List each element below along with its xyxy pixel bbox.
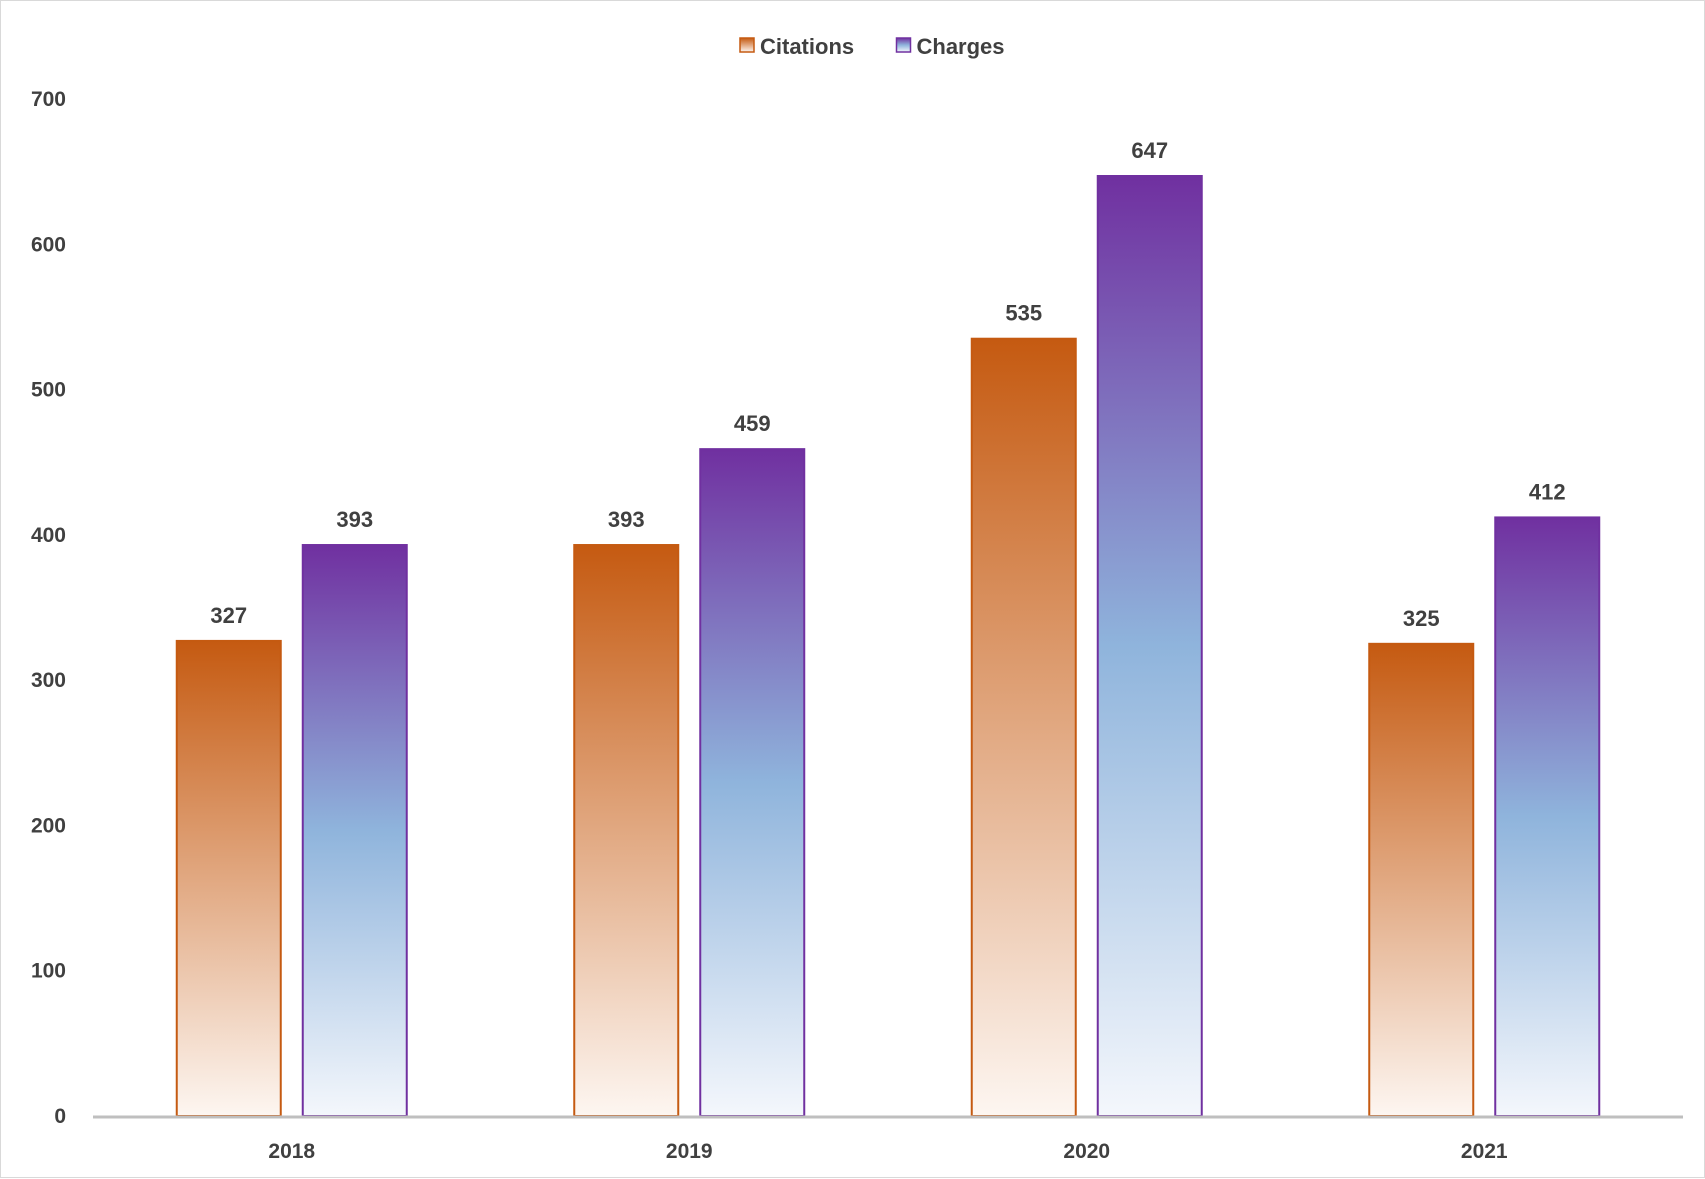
legend-label-charges: Charges xyxy=(917,34,1005,59)
data-label: 393 xyxy=(336,507,373,532)
bar-charges xyxy=(301,544,408,1117)
data-label: 412 xyxy=(1529,479,1566,504)
bar-citations xyxy=(1368,642,1475,1117)
y-tick-label: 700 xyxy=(31,88,66,111)
x-tick-label: 2021 xyxy=(1461,1140,1508,1163)
y-tick-label: 200 xyxy=(31,814,66,837)
y-tick-label: 400 xyxy=(31,524,66,547)
legend-label-citations: Citations xyxy=(760,34,854,59)
data-label: 393 xyxy=(608,507,645,532)
data-label: 535 xyxy=(1005,301,1042,326)
data-label: 325 xyxy=(1403,606,1440,631)
x-tick-label: 2018 xyxy=(268,1140,315,1163)
bar-citations xyxy=(970,337,1077,1117)
data-label: 647 xyxy=(1131,138,1168,163)
x-tick-label: 2019 xyxy=(666,1140,713,1163)
bar-charges xyxy=(1096,175,1203,1118)
bar-citations xyxy=(573,544,680,1117)
data-label: 459 xyxy=(734,411,771,436)
legend-swatch-charges xyxy=(895,37,912,53)
y-tick-label: 500 xyxy=(31,379,66,402)
y-tick-label: 600 xyxy=(31,233,66,256)
x-axis: 2018 2019 2020 2021 xyxy=(93,1115,1683,1163)
data-label: 327 xyxy=(210,603,247,628)
y-axis: 0 100 200 300 400 500 600 700 xyxy=(31,88,66,1128)
y-tick-label: 100 xyxy=(31,960,66,983)
y-tick-label: 300 xyxy=(31,669,66,692)
legend-swatch-citations xyxy=(739,37,755,53)
y-tick-label: 0 xyxy=(54,1105,66,1128)
bar-charges xyxy=(1494,516,1601,1117)
legend: Citations Charges xyxy=(739,34,1005,59)
bar-citations xyxy=(175,639,282,1117)
bar-charges xyxy=(699,448,806,1118)
bar-series-group: 327 393 393 459 535 647 325 412 xyxy=(175,138,1601,1118)
x-tick-label: 2020 xyxy=(1063,1140,1110,1163)
